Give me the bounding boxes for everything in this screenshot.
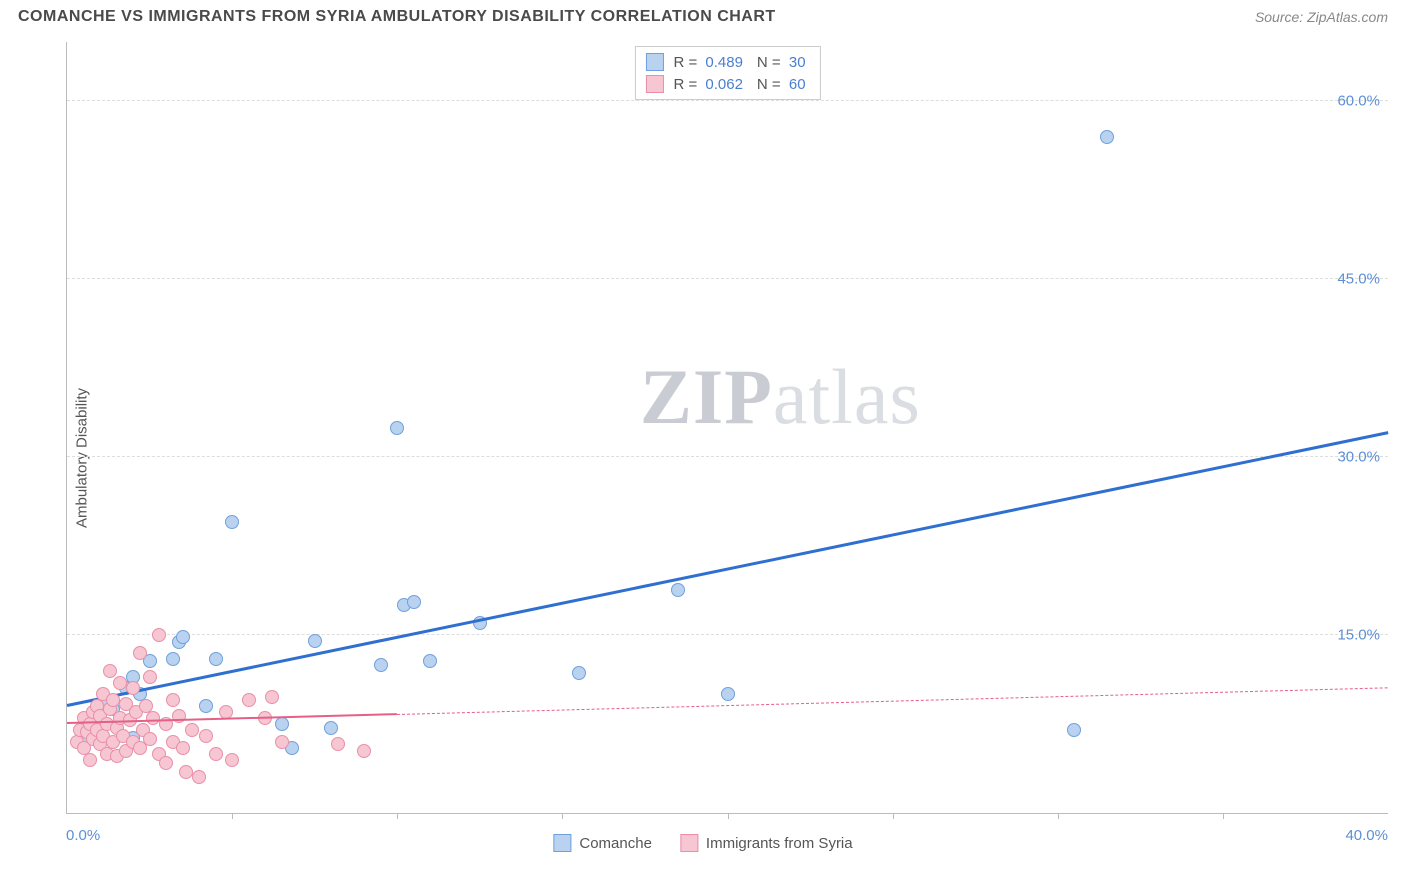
x-axis-max-label: 40.0% [1345, 827, 1388, 844]
legend-swatch [680, 834, 698, 852]
x-tick [1223, 813, 1224, 819]
watermark: ZIPatlas [640, 352, 921, 442]
legend-label: Comanche [579, 835, 652, 852]
chart-title: COMANCHE VS IMMIGRANTS FROM SYRIA AMBULA… [18, 8, 776, 26]
gridline [67, 456, 1388, 457]
data-point [103, 664, 117, 678]
data-point [721, 687, 735, 701]
gridline [67, 100, 1388, 101]
x-tick [397, 813, 398, 819]
data-point [225, 515, 239, 529]
legend-item: Immigrants from Syria [680, 834, 853, 852]
x-tick [1058, 813, 1059, 819]
legend-item: Comanche [553, 834, 652, 852]
x-axis-min-label: 0.0% [66, 827, 100, 844]
data-point [390, 421, 404, 435]
data-point [374, 658, 388, 672]
legend-r-label: R = 0.062 [673, 76, 746, 93]
data-point [113, 676, 127, 690]
data-point [357, 744, 371, 758]
data-point [209, 747, 223, 761]
data-point [133, 646, 147, 660]
x-tick [728, 813, 729, 819]
trend-line [67, 431, 1389, 706]
data-point [83, 753, 97, 767]
legend-row: R = 0.062 N = 60 [645, 73, 809, 95]
legend-n-label: N = 60 [757, 76, 810, 93]
gridline [67, 634, 1388, 635]
chart-header: COMANCHE VS IMMIGRANTS FROM SYRIA AMBULA… [0, 0, 1406, 32]
legend-swatch [645, 75, 663, 93]
gridline [67, 278, 1388, 279]
data-point [176, 741, 190, 755]
x-tick [893, 813, 894, 819]
data-point [179, 765, 193, 779]
data-point [308, 634, 322, 648]
data-point [143, 670, 157, 684]
data-point [1067, 723, 1081, 737]
data-point [671, 583, 685, 597]
legend-label: Immigrants from Syria [706, 835, 853, 852]
data-point [146, 711, 160, 725]
legend-swatch [553, 834, 571, 852]
data-point [192, 770, 206, 784]
data-point [209, 652, 223, 666]
x-tick [232, 813, 233, 819]
chart-area: Ambulatory Disability ZIPatlas R = 0.489… [18, 42, 1388, 874]
legend-swatch [645, 53, 663, 71]
data-point [159, 756, 173, 770]
x-tick [562, 813, 563, 819]
trend-line-extrapolated [397, 687, 1388, 715]
series-legend: Comanche Immigrants from Syria [553, 834, 852, 852]
data-point [106, 693, 120, 707]
data-point [166, 693, 180, 707]
legend-row: R = 0.489 N = 30 [645, 51, 809, 73]
data-point [185, 723, 199, 737]
data-point [407, 595, 421, 609]
data-point [423, 654, 437, 668]
data-point [275, 717, 289, 731]
y-tick-label: 30.0% [1337, 449, 1380, 466]
data-point [572, 666, 586, 680]
data-point [126, 681, 140, 695]
data-point [265, 690, 279, 704]
data-point [152, 628, 166, 642]
legend-n-label: N = 30 [757, 54, 810, 71]
data-point [242, 693, 256, 707]
data-point [225, 753, 239, 767]
data-point [199, 729, 213, 743]
data-point [199, 699, 213, 713]
plot-region: ZIPatlas R = 0.489N = 30R = 0.062N = 60 … [66, 42, 1388, 814]
data-point [324, 721, 338, 735]
source-label: Source: ZipAtlas.com [1255, 9, 1388, 25]
y-tick-label: 60.0% [1337, 93, 1380, 110]
data-point [275, 735, 289, 749]
data-point [166, 652, 180, 666]
legend-r-label: R = 0.489 [673, 54, 746, 71]
data-point [331, 737, 345, 751]
data-point [176, 630, 190, 644]
data-point [1100, 130, 1114, 144]
data-point [143, 732, 157, 746]
y-tick-label: 15.0% [1337, 627, 1380, 644]
y-tick-label: 45.0% [1337, 271, 1380, 288]
correlation-legend: R = 0.489 N = 30 R = 0.062 N = 60 [634, 46, 820, 100]
